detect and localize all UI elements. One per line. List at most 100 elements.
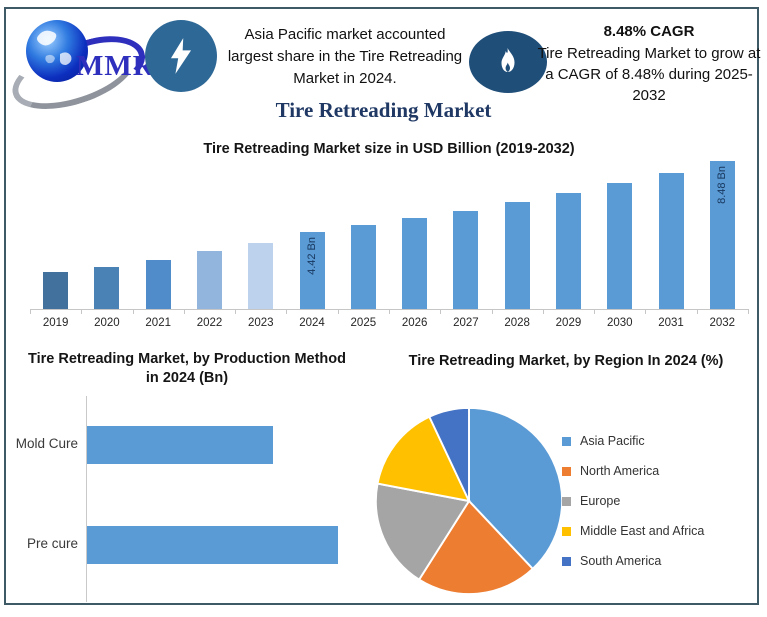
- production-method-chart: Tire Retreading Market, by Production Me…: [8, 350, 366, 608]
- bar-2019: [43, 271, 69, 309]
- hbar-mold-cure: [87, 426, 273, 464]
- bar-cell-2023: [235, 161, 286, 309]
- lightning-icon: [145, 20, 217, 92]
- flame-icon: [469, 31, 547, 93]
- x-axis-tick: [132, 309, 134, 314]
- hbar-label-mold-cure: Mold Cure: [15, 436, 78, 451]
- bar-2021: [145, 260, 171, 309]
- flame-glyph: [501, 48, 515, 72]
- pie-slice-europe: [374, 482, 471, 581]
- bar-2025: [350, 225, 376, 309]
- region-pie-chart: Tire Retreading Market, by Region In 202…: [370, 352, 762, 608]
- bar-2031: [658, 172, 684, 309]
- bar-cell-2028: [492, 161, 543, 309]
- pie-slice-asia-pacific: [468, 406, 564, 571]
- hbar-label-pre-cure: Pre cure: [26, 536, 78, 551]
- bar-cell-2027: [440, 161, 491, 309]
- legend-marker-icon: [562, 526, 571, 536]
- legend-item-south-america: South America: [562, 546, 704, 576]
- x-label-2026: 2026: [401, 317, 428, 329]
- pie-slice-middle-east-and-africa: [376, 415, 471, 503]
- bar-2026: [402, 218, 428, 309]
- x-axis-tick: [696, 309, 698, 314]
- bar-2023: [248, 242, 274, 309]
- x-axis-tick: [389, 309, 390, 314]
- x-label-2025: 2025: [350, 317, 377, 329]
- legend-label: South America: [580, 554, 662, 568]
- legend-item-middle-east-and-africa: Middle East and Africa: [562, 516, 704, 546]
- x-label-2022: 2022: [196, 317, 223, 329]
- highlight-asia-pacific: Asia Pacific market accounted largest sh…: [227, 26, 463, 87]
- y-axis-line: [86, 396, 87, 602]
- x-axis-tick: [594, 309, 596, 314]
- pie-slice-north-america: [417, 499, 535, 596]
- cagr-callout: 8.48% CAGR Tire Retreading Market to gro…: [537, 23, 761, 106]
- page-title: Tire Retreading Market: [275, 98, 492, 122]
- x-axis-labels: 2019 2020 2021 2022 2023 2024 2025 2026 2027 2028…: [30, 317, 748, 329]
- bar-cell-2032: 8.48 Bn: [697, 161, 748, 309]
- legend-marker-icon: [562, 496, 571, 506]
- bar-cell-2026: [389, 161, 440, 309]
- cagr-title: 8.48% CAGR: [603, 23, 695, 40]
- x-label-2024: 2024: [299, 317, 325, 329]
- x-axis-tick: [440, 309, 442, 314]
- bar-cell-2029: [543, 161, 594, 309]
- bar-2027: [453, 210, 479, 309]
- globe-continents: [37, 30, 72, 65]
- legend-label: Europe: [580, 494, 621, 508]
- bar-data-label-2032: 8.48 Bn: [716, 166, 729, 204]
- cagr-body: Tire Retreading Market to grow at a CAGR…: [537, 45, 761, 104]
- legend-marker-icon: [562, 556, 571, 566]
- x-axis-tick: [645, 309, 647, 314]
- hbar-pre-cure: [87, 526, 338, 564]
- bar-cell-2020: [81, 161, 132, 309]
- market-size-chart-title: Tire Retreading Market size in USD Billi…: [203, 141, 575, 157]
- legend-marker-icon: [562, 436, 571, 446]
- x-axis-tick: [30, 309, 31, 314]
- bar-cell-2025: [338, 161, 389, 309]
- bar-cell-2022: [184, 161, 235, 309]
- legend-item-north-america: North America: [562, 456, 704, 486]
- mmr-logo: MMR: [4, 18, 155, 123]
- x-label-2028: 2028: [504, 317, 530, 329]
- bar-cell-2019: [30, 161, 81, 309]
- x-axis-tick: [491, 309, 493, 314]
- legend-marker-icon: [562, 466, 571, 476]
- x-label-2019: 2019: [42, 317, 69, 329]
- x-label-2027: 2027: [453, 317, 479, 329]
- bar-2030: [607, 183, 633, 309]
- logo-text: MMR: [76, 50, 155, 82]
- bar-2028: [504, 202, 530, 309]
- x-axis-tick: [286, 309, 288, 314]
- production-method-chart-title: Tire Retreading Market, by Production Me…: [28, 351, 346, 386]
- x-label-2020: 2020: [94, 317, 120, 329]
- bar-cell-2030: [594, 161, 645, 309]
- x-axis-tick: [748, 309, 749, 314]
- globe-icon: [26, 20, 88, 82]
- bar-data-label-2024: 4.42 Bn: [306, 236, 319, 275]
- x-label-2021: 2021: [145, 317, 171, 329]
- legend-label: North America: [580, 464, 660, 478]
- x-axis-tick: [235, 309, 237, 314]
- lightning-bolt-glyph: [170, 38, 192, 74]
- x-label-2029: 2029: [555, 317, 582, 329]
- x-label-2023: 2023: [247, 317, 274, 329]
- region-legend: Asia Pacific North America Europe Middle Ea…: [562, 426, 704, 576]
- legend-item-asia-pacific: Asia Pacific: [562, 426, 704, 456]
- x-axis-tick: [81, 309, 83, 314]
- bar-2020: [94, 267, 120, 309]
- bar-cell-2031: [645, 161, 696, 309]
- x-label-2030: 2030: [606, 317, 633, 329]
- x-axis-tick: [337, 309, 339, 314]
- market-size-plot: 4.42 Bn 8.48 Bn: [30, 161, 748, 309]
- legend-label: Asia Pacific: [580, 434, 645, 448]
- bar-2024: 4.42 Bn: [299, 231, 325, 309]
- x-axis-tick: [183, 309, 185, 314]
- legend-label: Middle East and Africa: [580, 524, 705, 538]
- bar-2022: [196, 250, 222, 309]
- bar-2032: 8.48 Bn: [709, 161, 735, 309]
- bar-2029: [555, 193, 581, 309]
- bar-cell-2024: 4.42 Bn: [286, 161, 337, 309]
- x-axis-tick: [542, 309, 544, 314]
- region-pie: [374, 406, 564, 596]
